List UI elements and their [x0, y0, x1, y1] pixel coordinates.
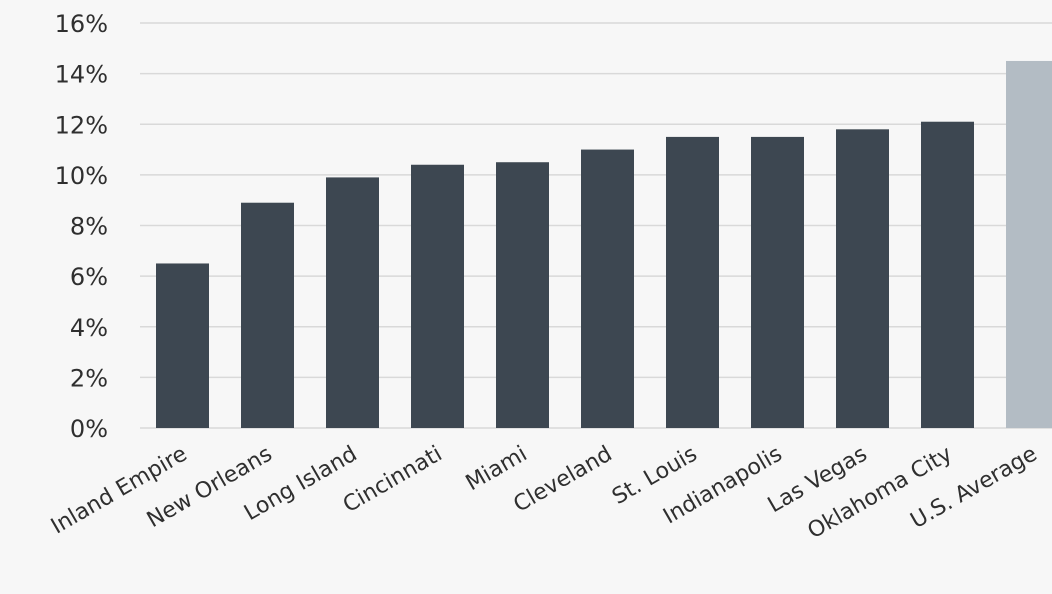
y-tick-label: 6%: [70, 263, 108, 291]
y-axis-tick-labels: 0% 2% 4% 6% 8% 10% 12% 14% 16%: [55, 10, 108, 443]
bar: [751, 136, 804, 428]
y-tick-label: 10%: [55, 162, 108, 190]
bar: [921, 121, 974, 428]
y-tick-label: 0%: [70, 415, 108, 443]
bar: [666, 136, 719, 428]
bar: [241, 202, 294, 428]
bar: [411, 164, 464, 428]
bar: [496, 162, 549, 428]
y-tick-label: 2%: [70, 364, 108, 392]
bar: [156, 263, 209, 428]
y-tick-label: 4%: [70, 314, 108, 342]
bar: [836, 129, 889, 428]
x-category-label: Oklahoma City: [804, 442, 957, 545]
bar-highlight: [1006, 60, 1052, 428]
bar: [326, 177, 379, 428]
y-tick-label: 16%: [55, 10, 108, 38]
y-tick-label: 8%: [70, 213, 108, 241]
bars: [156, 60, 1052, 428]
x-category-label: Miami: [462, 442, 532, 497]
y-tick-label: 14%: [55, 61, 108, 89]
bar: [581, 149, 634, 428]
y-tick-label: 12%: [55, 111, 108, 139]
